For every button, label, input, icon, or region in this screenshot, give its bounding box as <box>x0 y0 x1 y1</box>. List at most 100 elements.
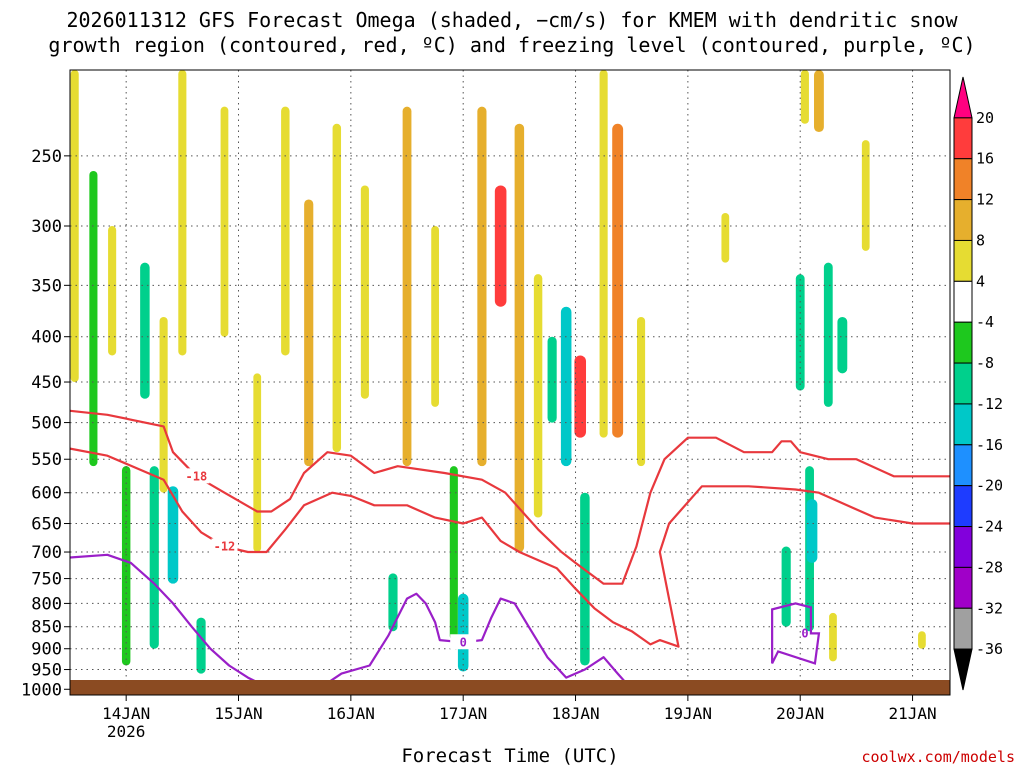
x-tick-label: 19JAN <box>664 704 712 723</box>
y-axis: 2503003504004505005506006507007508008509… <box>21 147 70 700</box>
omega-region <box>149 466 159 649</box>
omega-region <box>360 185 369 399</box>
colorbar-segment <box>953 403 973 446</box>
colorbar-segment <box>953 648 973 691</box>
contour-label-bg <box>183 468 210 484</box>
omega-region <box>574 355 587 438</box>
omega-region <box>560 306 572 467</box>
colorbar-label: 20 <box>976 109 994 127</box>
omega-region <box>402 106 412 467</box>
omega-region <box>431 226 439 407</box>
colorbar-segment <box>953 199 973 241</box>
omega-region <box>178 70 187 356</box>
contour-label: -18 <box>186 469 208 483</box>
colorbar-label: -24 <box>976 518 1003 536</box>
omega-region <box>861 140 870 251</box>
omega-region <box>159 316 168 493</box>
colorbar-segment <box>953 117 973 160</box>
colorbar-label: -20 <box>976 477 1003 495</box>
omega-region <box>196 617 206 674</box>
chart-title-line1: 2026011312 GFS Forecast Omega (shaded, −… <box>66 8 958 32</box>
omega-region <box>494 185 507 307</box>
colorbar-label: -28 <box>976 558 1003 576</box>
colorbar-label: -8 <box>976 354 994 372</box>
omega-region <box>823 262 833 407</box>
colorbar-label: -36 <box>976 640 1003 658</box>
y-tick-label: 300 <box>31 217 62 237</box>
colorbar-segment <box>953 607 973 650</box>
x-axis-label: Forecast Time (UTC) <box>401 745 618 767</box>
y-tick-label: 900 <box>31 640 62 660</box>
omega-region <box>70 70 79 383</box>
omega-region <box>721 212 730 263</box>
x-tick-label: 17JAN <box>439 704 487 723</box>
omega-region <box>449 466 458 641</box>
omega-region <box>477 106 487 467</box>
omega-region <box>167 486 179 584</box>
x-tick-label: 14JAN <box>102 704 150 723</box>
colorbar-segment <box>953 444 973 487</box>
x-tick-label: 16JAN <box>327 704 375 723</box>
colorbar-segment <box>953 485 973 528</box>
x-tick-label: 18JAN <box>551 704 599 723</box>
omega-region <box>580 492 590 666</box>
colorbar: 20 16 12 8 4 -4 -8 -12 -16 -20 -24 -28 -32 -36 <box>953 76 1003 691</box>
contour-layer: -18 -12 0 0 <box>70 409 950 691</box>
colorbar-segment <box>953 526 973 568</box>
omega-region <box>547 336 557 423</box>
y-tick-label: 750 <box>31 570 62 590</box>
x-tick-sublabel: 2026 <box>107 722 146 741</box>
y-tick-label: 650 <box>31 515 62 535</box>
dgz-contour <box>70 447 950 648</box>
colorbar-segment <box>953 321 973 364</box>
y-tick-label: 400 <box>31 328 62 348</box>
omega-region <box>89 170 98 467</box>
colorbar-label: 16 <box>976 150 994 168</box>
credit-link[interactable]: coolwx.com/models <box>861 748 1015 766</box>
grid-layer <box>70 70 950 695</box>
omega-region <box>220 106 229 337</box>
y-tick-label: 950 <box>31 661 62 681</box>
omega-region <box>599 70 608 438</box>
omega-region <box>800 70 809 124</box>
omega-shading-layer <box>70 70 926 674</box>
dgz-contour <box>70 409 950 585</box>
contour-label-bg <box>211 538 238 554</box>
omega-region <box>612 123 624 438</box>
y-tick-label: 800 <box>31 594 62 614</box>
colorbar-segment <box>953 158 973 201</box>
colorbar-segment <box>953 362 973 405</box>
freezing-level-contour <box>70 553 633 691</box>
colorbar-segment <box>953 566 973 609</box>
colorbar-segment <box>953 239 973 282</box>
colorbar-label: -12 <box>976 395 1003 413</box>
y-tick-label: 350 <box>31 276 62 296</box>
omega-region <box>304 199 314 467</box>
y-tick-label: 550 <box>31 450 62 470</box>
y-tick-label: 250 <box>31 147 62 167</box>
omega-region <box>829 612 837 662</box>
omega-region <box>332 123 342 453</box>
x-tick-label: 20JAN <box>776 704 824 723</box>
contour-label: 0 <box>801 626 808 640</box>
omega-region <box>533 274 543 518</box>
omega-region <box>781 546 791 627</box>
contour-label: 0 <box>460 635 467 649</box>
omega-region <box>637 316 646 467</box>
colorbar-label: 8 <box>976 231 985 249</box>
colorbar-label: 4 <box>976 272 985 290</box>
omega-region <box>281 106 290 356</box>
omega-region <box>457 593 469 672</box>
omega-region <box>140 262 150 399</box>
colorbar-label: 12 <box>976 191 994 209</box>
omega-region <box>253 373 262 553</box>
x-tick-label: 21JAN <box>888 704 936 723</box>
omega-region <box>837 316 848 374</box>
y-tick-label: 600 <box>31 484 62 504</box>
y-tick-label: 450 <box>31 373 62 393</box>
y-tick-label: 500 <box>31 414 62 434</box>
colorbar-label: -16 <box>976 436 1003 454</box>
omega-region <box>814 70 824 133</box>
y-tick-label: 1000 <box>21 680 62 700</box>
